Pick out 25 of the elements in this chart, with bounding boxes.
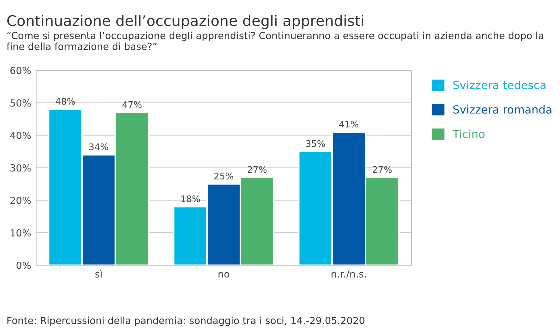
x-tick-label: no bbox=[218, 272, 230, 278]
y-tick-label: 30% bbox=[10, 164, 31, 172]
x-tick-label: n.r./n.s. bbox=[332, 270, 366, 279]
chart-title: Continuazione dell’occupazione degli apprendisti bbox=[8, 15, 364, 30]
legend-label: Ticino bbox=[452, 130, 485, 138]
data-label: 18% bbox=[182, 196, 200, 202]
data-label: 47% bbox=[122, 101, 142, 108]
data-label: 41% bbox=[339, 120, 359, 128]
y-tick-label: 0% bbox=[16, 262, 31, 270]
y-tick-label: 60% bbox=[10, 67, 31, 74]
data-label: 35% bbox=[306, 140, 326, 148]
data-label: 48% bbox=[56, 98, 76, 106]
data-label: 25% bbox=[214, 172, 234, 180]
y-tick-label: 50% bbox=[10, 100, 31, 107]
data-label: 27% bbox=[373, 166, 392, 174]
chart-subtitle: “Come si presenta l’occupazione degli apprendisti? Continueranno a essere occupati in azienda anche dopo la fine della formazione di base?” bbox=[6, 32, 544, 50]
data-label: 34% bbox=[90, 144, 108, 150]
legend-label: Svizzera romanda bbox=[454, 105, 552, 114]
x-tick-label: sì bbox=[96, 270, 102, 278]
y-tick-label: 10% bbox=[11, 229, 31, 237]
legend-label: Svizzera tedesca bbox=[454, 80, 546, 90]
y-tick-label: 40% bbox=[10, 132, 31, 140]
y-tick-label: 20% bbox=[10, 196, 31, 204]
data-label: 27% bbox=[248, 166, 267, 174]
source-note: Fonte: Ripercussioni della pandemia: sondaggio tra i soci, 14.-29.05.2020 bbox=[8, 316, 365, 326]
